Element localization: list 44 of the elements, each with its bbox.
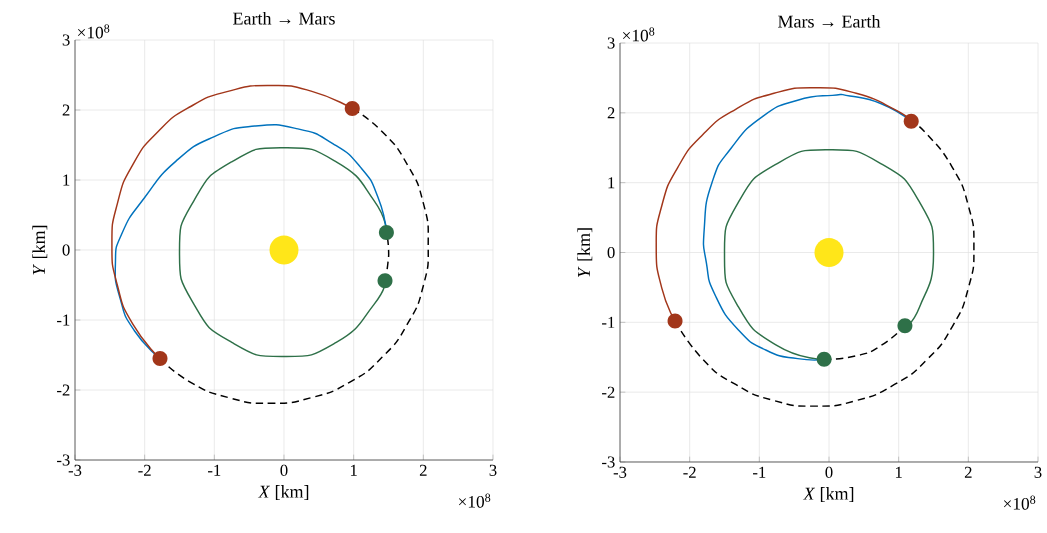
x-axis-title: X [km] xyxy=(257,485,309,501)
x-tick-label: 0 xyxy=(280,464,288,476)
y-tick-label: -3 xyxy=(57,454,70,466)
x-tick-label: -1 xyxy=(208,464,221,476)
x-tick-label: -2 xyxy=(683,466,696,478)
x-tick-label: -2 xyxy=(138,464,151,476)
y-tick-label: -2 xyxy=(57,384,70,396)
x-tick-label: 1 xyxy=(895,466,902,478)
y-tick-label: 3 xyxy=(62,34,70,46)
chart-title: Earth → Mars xyxy=(233,11,335,25)
y-axis-title: Y [km] xyxy=(32,225,48,275)
text: ×10$^{8}$ xyxy=(77,24,110,39)
point xyxy=(378,225,394,240)
x-tick-label: 0 xyxy=(825,466,833,478)
x-tick-label: -1 xyxy=(753,466,766,478)
point xyxy=(903,113,919,129)
x-tick-label: 3 xyxy=(1034,466,1042,478)
point xyxy=(667,313,683,329)
y-tick-label: 0 xyxy=(607,246,615,259)
y-tick-label: 2 xyxy=(62,104,70,116)
y-tick-label: -2 xyxy=(602,386,615,398)
x-tick-label: 1 xyxy=(350,464,357,476)
point xyxy=(897,318,913,334)
y-tick-label: -1 xyxy=(57,314,70,326)
y-tick-label: 2 xyxy=(607,107,615,119)
point xyxy=(344,101,360,117)
x-axis-title: X [km] xyxy=(802,487,854,503)
text: ×10$^{8}$ xyxy=(458,493,491,508)
text: ×10$^{8}$ xyxy=(1003,495,1036,510)
y-tick-label: -1 xyxy=(602,316,615,328)
y-tick-label: 1 xyxy=(608,177,615,189)
x-tick-label: 2 xyxy=(964,466,972,478)
y-axis-title: Y [km] xyxy=(577,228,593,278)
y-tick-label: 1 xyxy=(63,174,70,186)
x-tick-label: 2 xyxy=(419,464,427,476)
point xyxy=(816,351,832,367)
text: ×10$^{8}$ xyxy=(622,27,655,42)
y-tick-label: -3 xyxy=(602,456,615,468)
point xyxy=(152,351,168,366)
chart-title: Mars → Earth xyxy=(778,14,881,28)
y-tick-label: 3 xyxy=(607,37,615,49)
point xyxy=(377,273,393,289)
y-tick-label: 0 xyxy=(62,244,70,256)
x-tick-label: 3 xyxy=(489,464,497,476)
